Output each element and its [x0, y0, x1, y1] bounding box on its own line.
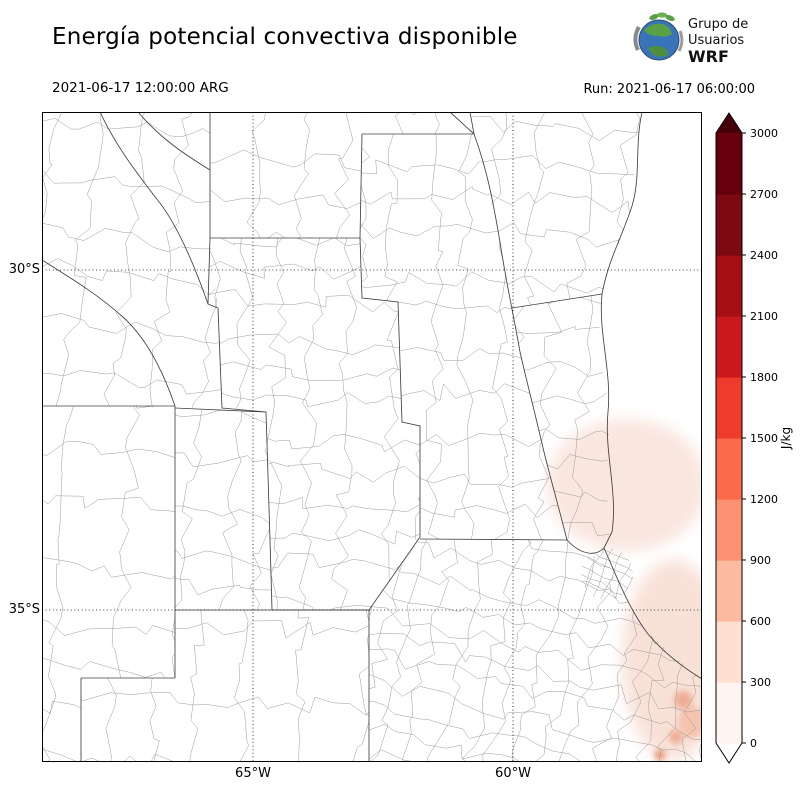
colorbar-segment [716, 682, 742, 744]
colorbar-segment [716, 499, 742, 561]
colorbar-tick-label: 2700 [750, 188, 778, 201]
colorbar-segment [716, 194, 742, 256]
map-plot [42, 112, 702, 762]
globe-icon [633, 12, 684, 61]
colorbar-tick-label: 0 [750, 737, 757, 750]
lon-tick-label: 65°W [235, 766, 271, 781]
wrf-logo: Grupo de Usuarios WRF [630, 8, 800, 72]
colorbar: 0 300 600 900 1200 1500 1800 2100 2400 2700 3000 J/… [715, 112, 793, 764]
lon-tick-label: 60°W [495, 766, 531, 781]
colorbar-segment [716, 255, 742, 317]
province-boundaries [42, 112, 702, 762]
logo-text-line1: Grupo de [688, 17, 748, 32]
logo-text-line3: WRF [688, 47, 729, 66]
logo-text-line2: Usuarios [688, 33, 744, 48]
colorbar-segment [716, 560, 742, 622]
colorbar-segment [716, 438, 742, 500]
colorbar-tick-label: 1200 [750, 493, 778, 506]
colorbar-tick-label: 1500 [750, 432, 778, 445]
colorbar-tick-label: 1800 [750, 371, 778, 384]
colorbar-tick-label: 3000 [750, 127, 778, 140]
colorbar-tick-label: 600 [750, 615, 771, 628]
colorbar-tick-label: 2400 [750, 249, 778, 262]
colorbar-tick-label: 300 [750, 676, 771, 689]
valid-time-label: 2021-06-17 12:00:00 ARG [52, 80, 229, 96]
lat-tick-label: 35°S [8, 602, 40, 617]
colorbar-segment [716, 316, 742, 378]
lat-tick-label: 30°S [8, 262, 40, 277]
graticule-gridlines [42, 112, 702, 762]
colorbar-unit-label: J/kg [779, 427, 793, 450]
colorbar-segment [716, 133, 742, 195]
colorbar-tick-label: 2100 [750, 310, 778, 323]
colorbar-tick-label: 900 [750, 554, 771, 567]
colorbar-segment [716, 621, 742, 683]
page-title: Energía potencial convectiva disponible [52, 24, 518, 50]
cape-shading [547, 419, 702, 761]
run-time-label: Run: 2021-06-17 06:00:00 [583, 82, 755, 97]
colorbar-segment [716, 377, 742, 439]
map-border [42, 112, 702, 762]
